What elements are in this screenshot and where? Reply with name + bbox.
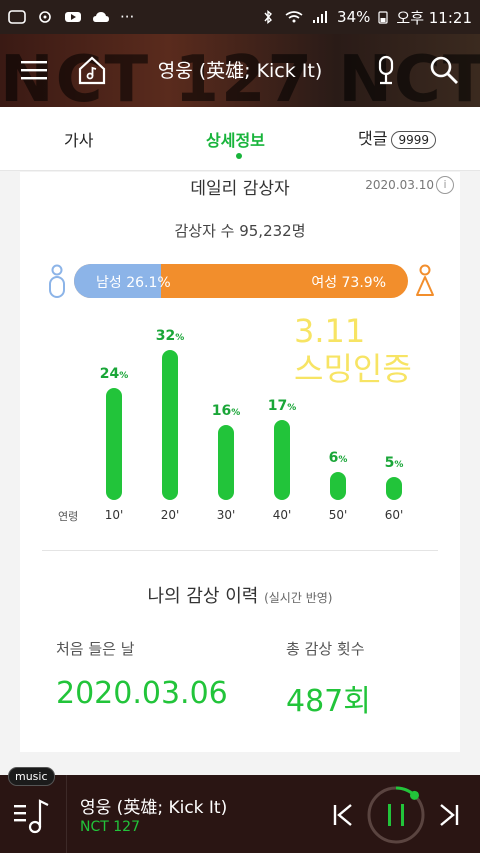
divider — [42, 550, 438, 551]
music-tag: music — [8, 767, 55, 786]
history-title: 나의 감상 이력 (실시간 반영) — [20, 582, 460, 608]
app-header: NCT 127 NCT 영웅 (英雄; Kick It) — [0, 34, 480, 117]
male-ratio-label: 남성 26.1% — [96, 275, 171, 291]
age-bar-value-unit: % — [175, 333, 185, 343]
age-bar-3 — [274, 420, 290, 500]
previous-icon — [333, 804, 352, 826]
overlay-proof: 스밍인증 — [294, 350, 412, 388]
first-listen-label: 처음 들은 날 — [56, 640, 135, 658]
age-bar-value-number: 32 — [155, 328, 176, 344]
age-bar-value-unit: % — [119, 370, 129, 381]
age-bar-value-5: 5% — [369, 455, 419, 471]
first-listen-date: 2020.03.06 — [56, 676, 228, 711]
age-bar-4 — [330, 471, 346, 500]
mic-button[interactable] — [366, 50, 406, 90]
age-bar-value-number: 5 — [384, 454, 395, 471]
pause-icon — [367, 786, 425, 844]
male-ratio-fill — [74, 264, 162, 298]
age-category-label-4: 50' — [328, 508, 348, 522]
daily-listeners-title: 데일리 감상자 — [190, 179, 290, 199]
home-music-icon — [78, 56, 106, 85]
age-bar-value-1: 32% — [145, 328, 195, 344]
tab-lyrics-label: 가사 — [64, 131, 94, 150]
tab-comments[interactable]: 댓글 9999 — [358, 125, 436, 149]
age-bar-value-3: 17% — [257, 398, 307, 414]
info-icon[interactable]: i — [436, 176, 454, 194]
age-bar-value-unit: % — [231, 408, 241, 418]
hamburger-icon — [21, 61, 47, 80]
now-playing-title: 영웅 (英雄; Kick It) — [80, 798, 228, 818]
age-bar-value-unit: % — [338, 454, 348, 465]
age-bar-value-unit: % — [394, 459, 404, 470]
battery-icon — [378, 11, 388, 24]
tab-details[interactable]: 상세정보 — [206, 127, 265, 151]
age-bar-value-0: 24% — [89, 366, 139, 382]
active-tab-indicator — [236, 153, 242, 159]
male-icon — [49, 264, 65, 298]
overlay-date: 3.11 — [294, 312, 366, 350]
age-category-label-1: 20' — [160, 508, 180, 522]
tab-comments-label: 댓글 — [358, 129, 388, 148]
status-bar: ··· 34% 오후 11:21 — [0, 0, 480, 34]
next-icon — [440, 804, 459, 826]
more-notifications: ··· — [120, 8, 135, 26]
wifi-icon — [285, 11, 303, 23]
clock: 오후 11:21 — [396, 8, 472, 27]
pause-button[interactable] — [366, 785, 426, 845]
player-separator — [66, 775, 67, 853]
age-bar-value-2: 16% — [201, 403, 251, 419]
playlist-music-icon[interactable] — [10, 795, 54, 835]
page-title: 영웅 (英雄; Kick It) — [157, 60, 323, 82]
listener-count: 감상자 수 95,232명 — [174, 222, 306, 240]
tab-bar: 가사 상세정보 댓글 9999 — [0, 107, 480, 171]
age-bar-1 — [162, 350, 178, 500]
cloud-icon — [93, 12, 109, 22]
age-bar-2 — [218, 425, 234, 500]
age-category-label-0: 10' — [104, 508, 124, 522]
mini-player[interactable]: music 영웅 (英雄; Kick It) NCT 127 — [0, 767, 480, 853]
signal-icon — [313, 11, 328, 23]
age-bar-value-4: 6% — [313, 450, 363, 466]
overlay-caption: 3.11 스밍인증 — [294, 312, 412, 388]
age-bar-value-number: 16 — [211, 403, 232, 419]
menu-button[interactable] — [14, 50, 54, 90]
battery-percent: 34% — [337, 8, 371, 26]
next-button[interactable] — [434, 793, 464, 837]
age-bar-0 — [106, 387, 122, 500]
age-bar-value-number: 24 — [99, 365, 120, 382]
age-bar-value-unit: % — [287, 403, 297, 414]
previous-button[interactable] — [328, 793, 358, 837]
search-button[interactable] — [424, 50, 464, 90]
age-category-label-3: 40' — [272, 508, 292, 522]
microphone-icon — [378, 55, 394, 85]
age-bar-value-number: 17 — [267, 398, 288, 415]
now-playing-artist: NCT 127 — [80, 819, 140, 835]
total-count-label: 총 감상 횟수 — [286, 640, 365, 658]
history-subtitle: (실시간 반영) — [264, 591, 333, 605]
female-icon — [416, 264, 434, 296]
history-title-text: 나의 감상 이력 — [147, 586, 259, 607]
age-bar-chart: 연령 24% 10' 32% 20' 16% 30' 17% 40' 6% 50' 5% 60' — [20, 322, 460, 532]
app-icon — [8, 10, 26, 24]
bluetooth-icon — [264, 10, 273, 24]
tab-lyrics[interactable]: 가사 — [64, 127, 93, 151]
video-icon — [65, 12, 81, 22]
age-category-label-2: 30' — [216, 508, 236, 522]
home-button[interactable] — [72, 50, 112, 90]
gender-ratio-bar: 남성 26.1% 여성 73.9% — [74, 264, 408, 298]
music-app-icon — [39, 11, 51, 23]
total-count-value: 487회 — [286, 684, 371, 719]
daily-date: 2020.03.10 — [365, 178, 434, 192]
age-axis-label: 연령 — [58, 510, 79, 523]
age-bar-5 — [386, 476, 402, 500]
age-bar-value-number: 6 — [328, 449, 339, 466]
female-ratio-label: 여성 73.9% — [311, 275, 386, 291]
comment-count-badge: 9999 — [391, 130, 436, 149]
age-category-label-5: 60' — [384, 508, 404, 522]
details-card: 데일리 감상자 2020.03.10 i 감상자 수 95,232명 남성 26… — [20, 172, 460, 752]
search-icon — [430, 56, 458, 84]
tab-details-label: 상세정보 — [206, 131, 265, 150]
